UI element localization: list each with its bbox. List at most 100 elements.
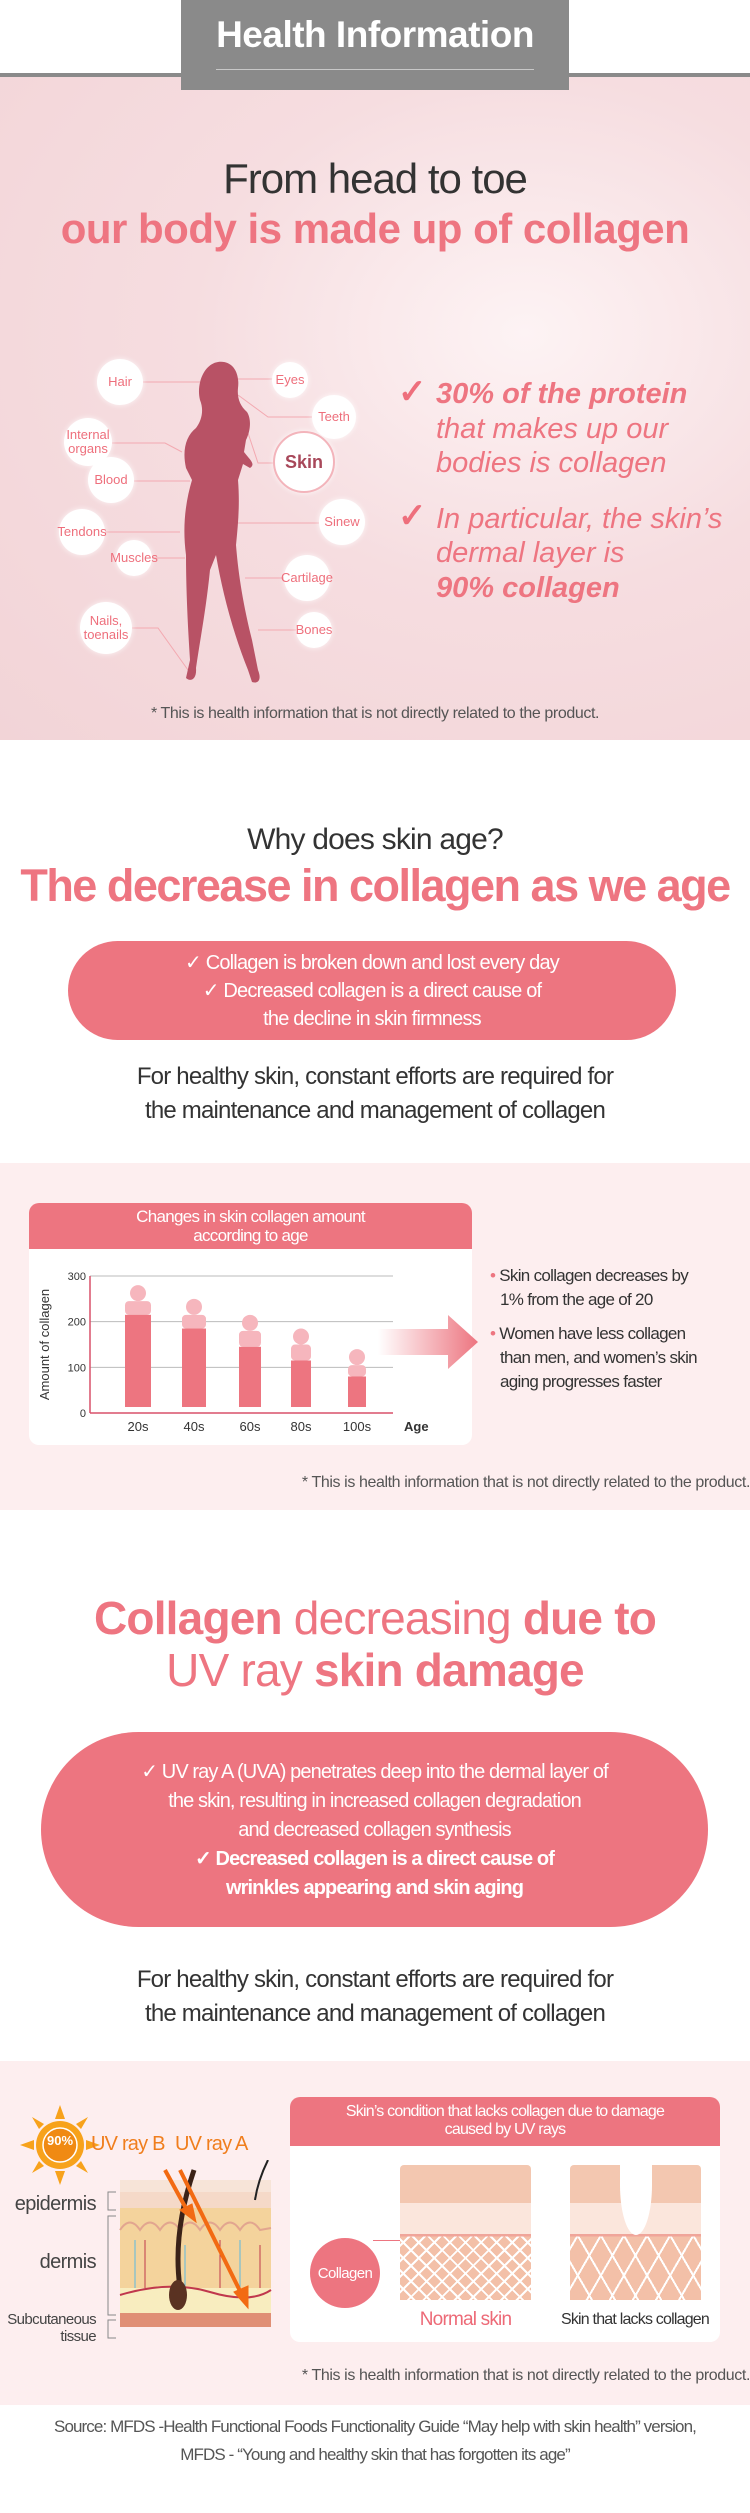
collagen-bar	[125, 1314, 151, 1407]
chart-title: Changes in skin collagen amount accordin…	[29, 1203, 472, 1249]
collagen-bar	[291, 1360, 311, 1407]
x-axis-label: Age	[404, 1419, 429, 1434]
chart-footnote: * This is health information that is not…	[301, 1474, 750, 1491]
damaged-skin-illustration	[570, 2165, 701, 2300]
y-tick-label: 100	[68, 1362, 86, 1374]
y-axis-label: Amount of collagen	[37, 1289, 52, 1400]
body-part-eyes: Eyes	[272, 362, 308, 398]
footnote: * This is health information that is not…	[150, 705, 600, 722]
pill-line: and decreased collagen synthesis	[238, 1819, 511, 1841]
layer-brackets	[107, 2191, 116, 2339]
pill-line: ✓ UV ray A (UVA) penetrates deep into th…	[141, 1761, 608, 1783]
collagen-bar	[348, 1376, 366, 1407]
body-diagram	[105, 361, 319, 683]
note-line: For healthy skin, constant efforts are r…	[136, 1966, 614, 1993]
layer-subcutaneous-line: Subcutaneous	[7, 2311, 96, 2328]
body-part-tendons: Tendons	[57, 509, 107, 555]
uv-headline-bold: skin damage	[313, 1644, 585, 1696]
skin-cross-section	[119, 2160, 272, 2327]
pill-line: ✓ Decreased collagen is a direct cause o…	[202, 980, 542, 1002]
figure-head	[242, 1314, 258, 1331]
checkmark-icon: ✓	[398, 497, 427, 535]
uv-headline-bold: Collagen	[93, 1592, 283, 1644]
point1-line2: that makes up our	[436, 413, 669, 445]
chart-title-line: according to age	[193, 1226, 308, 1245]
skin-card-title: Skin’s condition that lacks collagen due…	[290, 2097, 720, 2146]
intro-headline: our body is made up of collagen	[60, 205, 690, 252]
body-part-bones: Bones	[296, 612, 332, 648]
figure-upper	[239, 1330, 261, 1347]
body-part-teeth: Teeth	[312, 395, 356, 439]
point1-bold: 30% of the protein	[436, 378, 688, 410]
uv-headline-light: UV ray	[166, 1644, 314, 1696]
y-tick-label: 300	[68, 1271, 86, 1283]
uv-headline-light: decreasing	[281, 1592, 523, 1644]
pill-line: ✓ Collagen is broken down and lost every…	[184, 952, 560, 974]
pill-line: wrinkles appearing and skin aging	[225, 1877, 524, 1899]
chart-card: Changes in skin collagen amount accordin…	[29, 1203, 472, 1445]
uv-note: For healthy skin, constant efforts are r…	[0, 1963, 750, 2031]
body-part-sinew: Sinew	[319, 499, 365, 545]
pill-line: the skin, resulting in increased collage…	[168, 1790, 581, 1812]
uv-headline: Collagen decreasing due to UV ray skin d…	[0, 1592, 750, 1696]
x-tick-label: 20s	[128, 1419, 149, 1434]
body-part-muscles: Muscles	[110, 540, 158, 576]
x-tick-label: 100s	[343, 1419, 372, 1434]
layer-subcutaneous: Subcutaneous tissue	[7, 2311, 96, 2345]
figure-upper	[125, 1301, 151, 1315]
uv-footnote: * This is health information that is not…	[301, 2367, 750, 2384]
intro-line1: From head to toe	[223, 155, 528, 202]
title-underline	[216, 69, 534, 70]
point2-bold: 90% collagen	[436, 572, 620, 604]
y-tick-label: 200	[68, 1317, 86, 1329]
figure-upper	[348, 1365, 366, 1377]
figure-head	[349, 1349, 365, 1366]
aging-note: For healthy skin, constant efforts are r…	[0, 1060, 750, 1128]
body-part-skin: Skin	[273, 431, 335, 493]
page-header: Health Information	[181, 0, 569, 90]
figure-head	[186, 1298, 202, 1315]
page-title: Health Information	[216, 14, 534, 55]
pill-line: ✓ Decreased collagen is a direct cause o…	[195, 1848, 555, 1870]
aging-question: Why does skin age?	[247, 823, 504, 856]
sun-icon	[20, 2105, 100, 2185]
chart-title-line: Changes in skin collagen amount	[136, 1207, 365, 1226]
normal-skin-illustration	[400, 2165, 531, 2300]
aging-pill: ✓ Collagen is broken down and lost every…	[68, 941, 676, 1040]
checkmark-icon: ✓	[398, 373, 427, 411]
body-part-cartilage: Cartilage	[281, 555, 333, 601]
point1-line3: bodies is collagen	[436, 447, 667, 479]
note-line: than men, and women’s skin	[500, 1348, 698, 1367]
layer-epidermis: epidermis	[14, 2193, 97, 2215]
note-line: the maintenance and management of collag…	[144, 1097, 606, 1124]
x-tick-label: 80s	[291, 1419, 312, 1434]
point2-line1: In particular, the skin’s	[436, 503, 723, 535]
body-part-nails: Nails, toenails	[80, 602, 132, 654]
connector-lines	[105, 378, 319, 671]
body-part-hair: Hair	[97, 359, 143, 405]
figure-upper	[182, 1314, 206, 1329]
woman-silhouette-icon	[184, 361, 260, 683]
figure-head	[130, 1285, 146, 1302]
y-tick-label: 0	[80, 1408, 86, 1420]
arrow-right-icon	[378, 1315, 478, 1369]
note-bullet: • Women have less collagen	[490, 1324, 686, 1343]
skin-comparison-card: Skin’s condition that lacks collagen due…	[290, 2097, 720, 2342]
body-part-blood: Blood	[88, 457, 134, 503]
note-line: 1% from the age of 20	[500, 1290, 653, 1309]
note-line: For healthy skin, constant efforts are r…	[136, 1063, 614, 1090]
x-tick-label: 40s	[184, 1419, 205, 1434]
lacking-skin-label: Skin that lacks collagen	[560, 2311, 710, 2328]
chart-notes: • Skin collagen decreases by 1% from the…	[490, 1264, 698, 1394]
normal-skin-label: Normal skin	[419, 2309, 512, 2330]
collagen-badge: Collagen	[310, 2238, 380, 2308]
collagen-bar	[182, 1328, 206, 1407]
figure-head	[293, 1328, 309, 1345]
aging-headline: The decrease in collagen as we age	[20, 860, 731, 911]
collagen-chart: 300 200 100 0 Amount of collagen 20s 40s 60s 80s…	[37, 1271, 429, 1434]
collagen-bar	[239, 1346, 261, 1407]
point2-line2: dermal layer is	[436, 537, 625, 569]
x-tick-label: 60s	[240, 1419, 261, 1434]
uv-ray-a-label: UV ray A	[175, 2133, 248, 2155]
source-line: MFDS - “Young and healthy skin that has …	[180, 2445, 570, 2464]
